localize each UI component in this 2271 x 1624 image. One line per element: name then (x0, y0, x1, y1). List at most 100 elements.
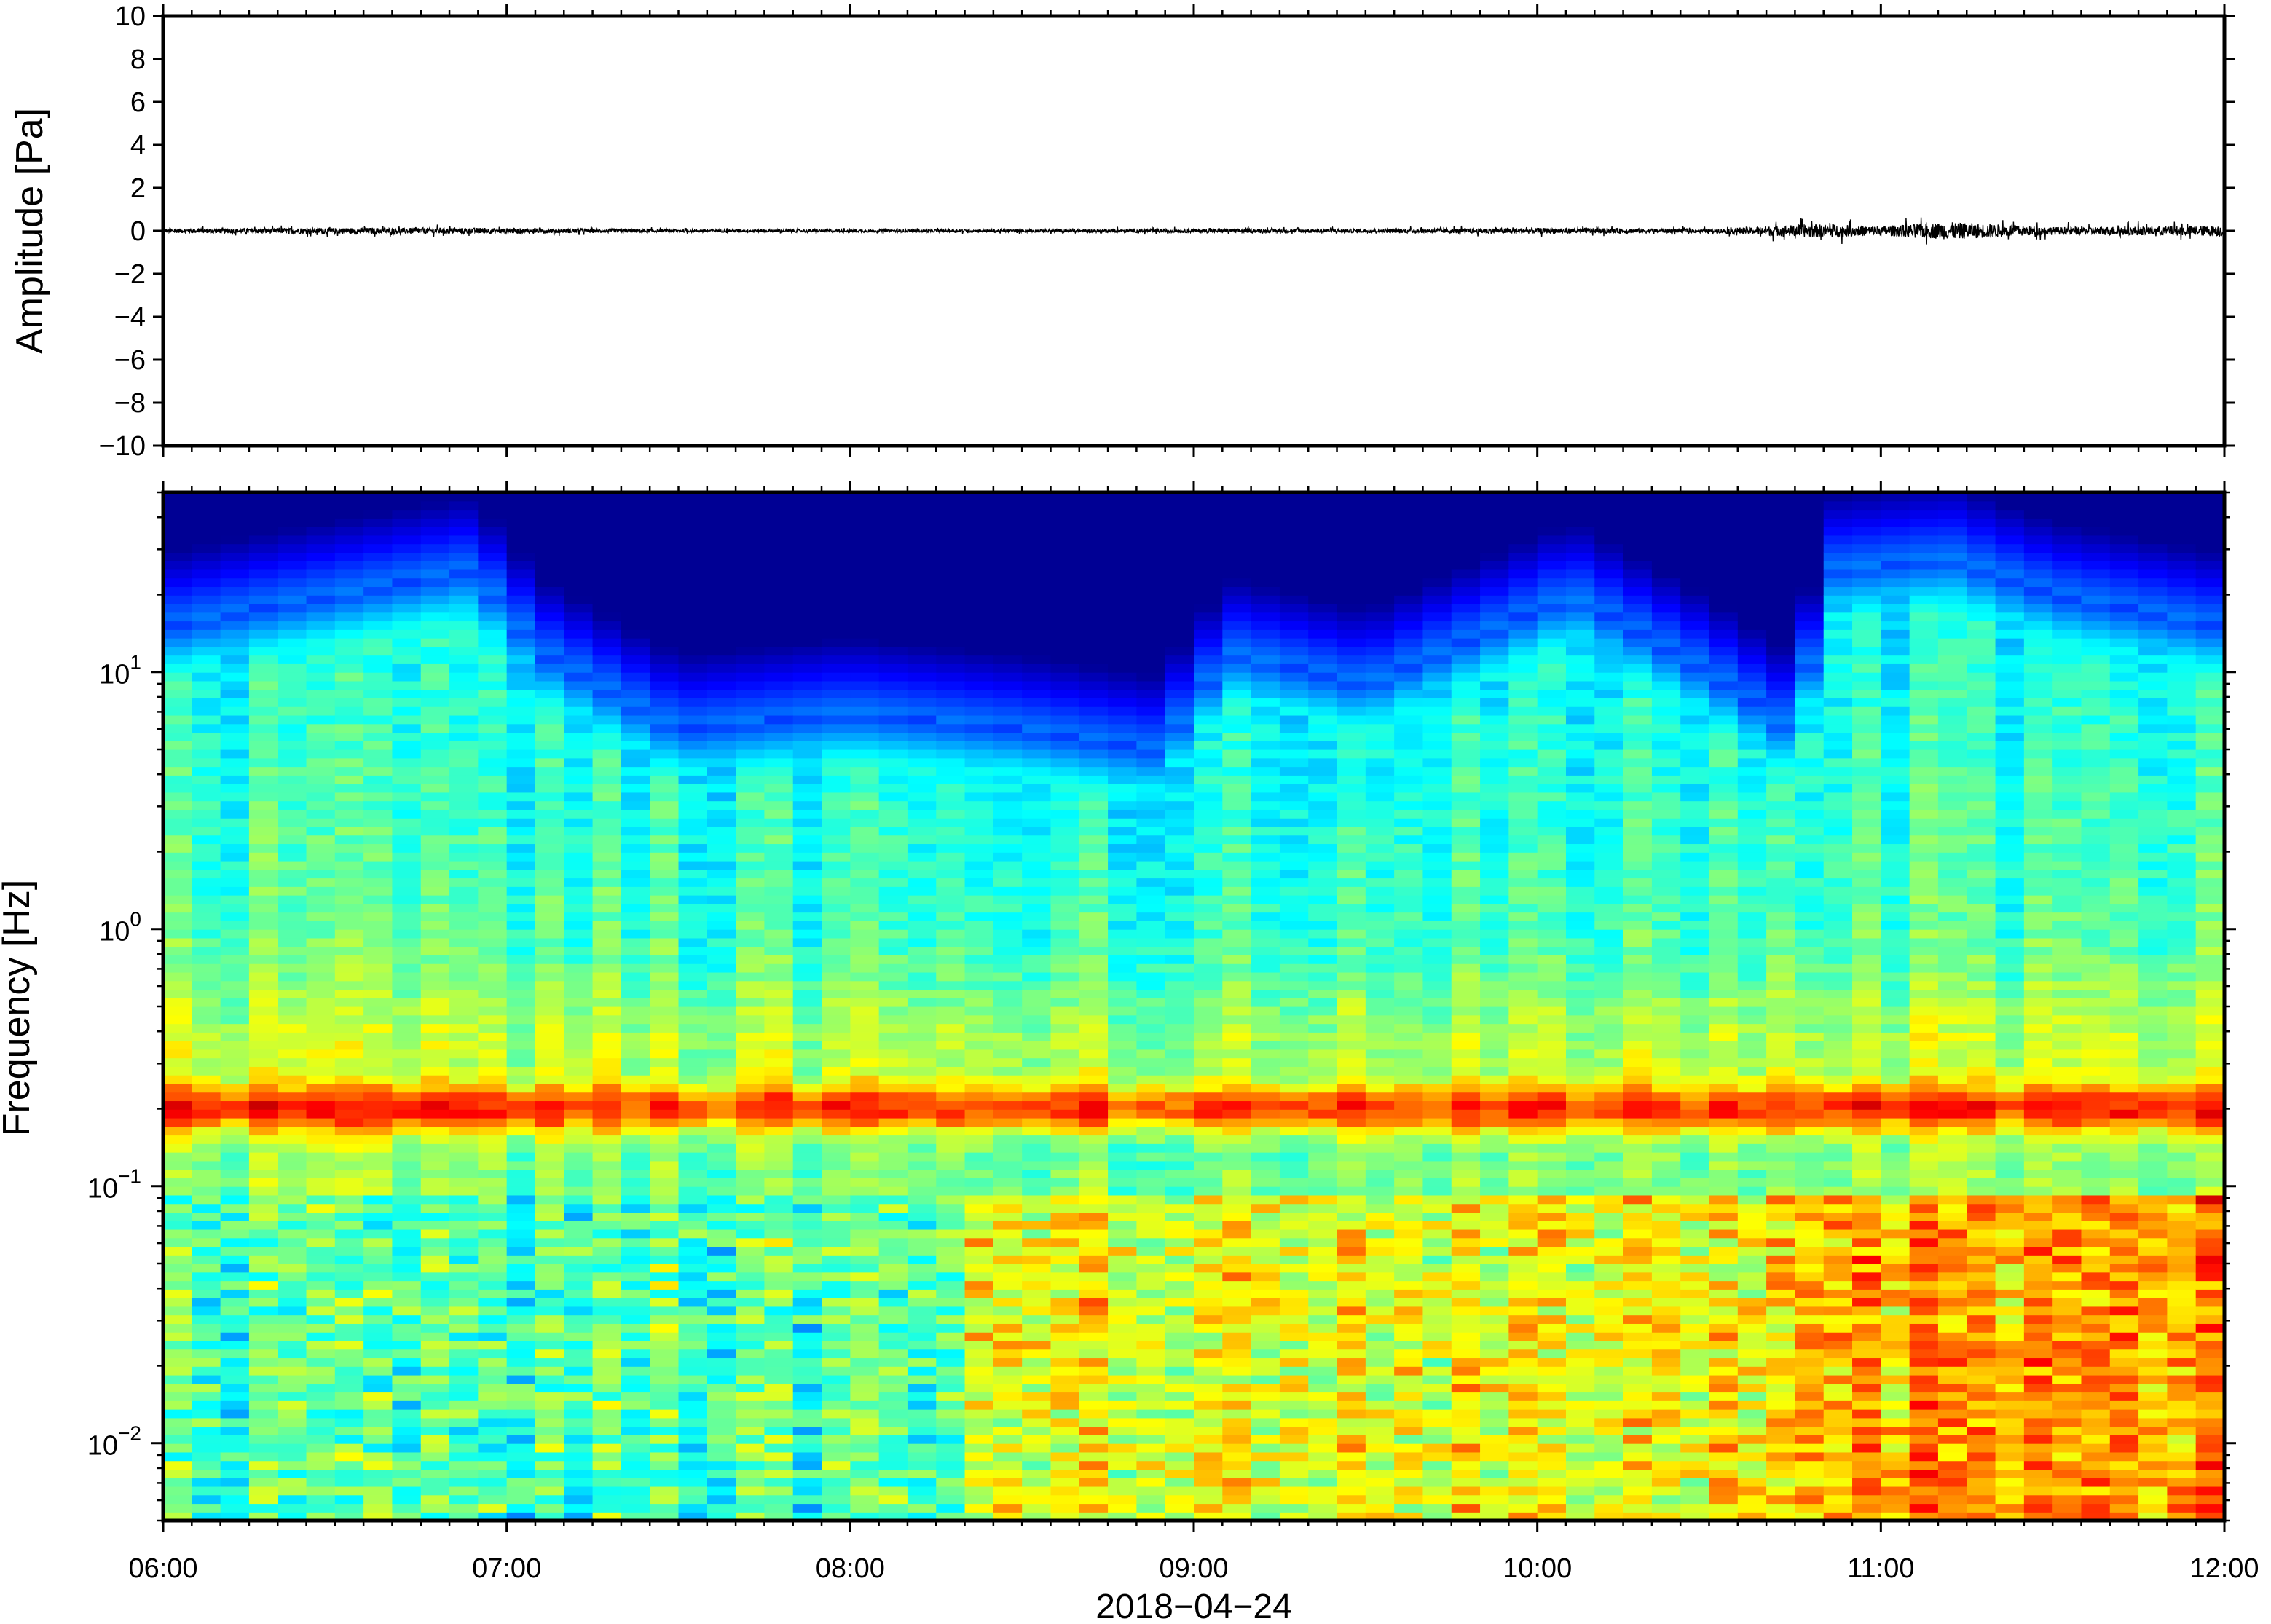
spectrogram-cell (363, 1366, 393, 1376)
spectrogram-cell (1308, 792, 1338, 802)
spectrogram-cell (964, 1417, 994, 1427)
spectrogram-cell (822, 1178, 851, 1187)
spectrogram-cell (592, 706, 622, 716)
spectrogram-cell (220, 766, 250, 776)
spectrogram-cell (1165, 1272, 1194, 1282)
spectrogram-cell (964, 757, 994, 768)
spectrogram-cell (764, 792, 794, 802)
spectrogram-cell (334, 1400, 364, 1410)
spectrogram-cell (592, 680, 622, 690)
spectrogram-cell (1194, 1298, 1223, 1307)
spectrogram-cell (1108, 1135, 1137, 1144)
spectrogram-cell (163, 921, 192, 930)
spectrogram-cell (1022, 989, 1052, 998)
spectrogram-cell (1194, 492, 1223, 502)
spectrogram-cell (792, 535, 822, 545)
spectrogram-cell (535, 1023, 564, 1033)
spectrogram-cell (621, 1264, 650, 1273)
spectrogram-cell (964, 620, 994, 630)
spectrogram-cell (736, 492, 765, 502)
spectrogram-cell (564, 646, 594, 656)
spectrogram-cell (936, 843, 966, 853)
spectrogram-cell (1022, 1264, 1052, 1273)
spectrogram-cell (936, 1443, 966, 1453)
spectrogram-cell (564, 1349, 594, 1359)
spectrogram-cell (278, 638, 307, 647)
spectrogram-cell (621, 1374, 650, 1384)
spectrogram-cell (907, 1469, 937, 1478)
spectrogram-cell (1050, 595, 1080, 604)
spectrogram-cell (878, 1032, 908, 1041)
spectrogram-cell (993, 878, 1023, 887)
spectrogram-cell (248, 492, 278, 502)
spectrogram-cell (736, 1041, 765, 1050)
spectrogram-cell (707, 714, 736, 725)
spectrogram-cell (1079, 1298, 1109, 1307)
spectrogram-cell (850, 1229, 880, 1239)
spectrogram-cell (449, 1143, 479, 1153)
spectrogram-cell (1308, 989, 1338, 998)
spectrogram-cell (564, 1194, 594, 1205)
spectrogram-cell (163, 509, 192, 519)
spectrogram-cell (1279, 800, 1309, 810)
spectrogram-cell (621, 1169, 650, 1178)
spectrogram-cell (1279, 612, 1309, 622)
spectrogram-cell (1108, 1272, 1137, 1282)
spectrogram-cell (878, 946, 908, 955)
spectrogram-cell (1308, 826, 1338, 836)
spectrogram-cell (792, 1469, 822, 1478)
spectrogram-cell (1279, 1083, 1309, 1093)
spectrogram-cell (1222, 672, 1252, 682)
spectrogram-cell (248, 1340, 278, 1350)
spectrogram-cell (392, 689, 422, 698)
spectrogram-cell (878, 663, 908, 673)
spectrogram-cell (1108, 1083, 1137, 1093)
spectrogram-cell (1165, 1057, 1194, 1067)
spectrogram-cell (163, 595, 192, 604)
spectrogram-cell (163, 860, 192, 870)
spectrogram-cell (650, 1006, 680, 1016)
spectrogram-cell (878, 1357, 908, 1367)
spectrogram-cell (1194, 527, 1223, 536)
spectrogram-cell (792, 492, 822, 502)
spectrogram-cell (792, 895, 822, 904)
spectrogram-cell (1222, 1426, 1252, 1435)
spectrogram-cell (822, 500, 851, 511)
spectrogram-cell (363, 946, 393, 955)
spectrogram-cell (1308, 1426, 1338, 1435)
spectrogram-cell (1165, 1066, 1194, 1076)
spectrogram-cell (792, 818, 822, 827)
spectrogram-cell (621, 955, 650, 964)
spectrogram-cell (1136, 500, 1166, 511)
spectrogram-cell (420, 492, 450, 502)
spectrogram-cell (707, 869, 736, 879)
spectrogram-cell (334, 757, 364, 768)
spectrogram-cell (764, 809, 794, 819)
spectrogram-cell (1337, 1383, 1366, 1393)
spectrogram-cell (392, 1494, 422, 1505)
spectrogram-cell (1022, 1229, 1052, 1239)
spectrogram-cell (650, 766, 680, 776)
spectrogram-cell (506, 1169, 536, 1178)
spectrogram-cell (907, 655, 937, 664)
spectrogram-cell (1022, 937, 1052, 947)
spectrogram-cell (1165, 1117, 1194, 1127)
spectrogram-cell (220, 1194, 250, 1205)
spectrogram-cell (220, 543, 250, 553)
spectrogram-cell (564, 1032, 594, 1041)
spectrogram-cell (621, 843, 650, 853)
spectrogram-cell (1108, 500, 1137, 511)
spectrogram-cell (707, 1298, 736, 1307)
spectrogram-cell (506, 1109, 536, 1119)
spectrogram-cell (964, 1383, 994, 1393)
spectrogram-cell (1108, 1374, 1137, 1384)
spectrogram-cell (449, 509, 479, 519)
spectrogram-cell (792, 1186, 822, 1196)
spectrogram-cell (1108, 749, 1137, 759)
spectrogram-cell (278, 784, 307, 793)
spectrogram-cell (1279, 1246, 1309, 1256)
spectrogram-cell (907, 903, 937, 913)
spectrogram-cell (1165, 886, 1194, 896)
spectrogram-cell (1279, 1203, 1309, 1213)
spectrogram-cell (535, 1117, 564, 1127)
